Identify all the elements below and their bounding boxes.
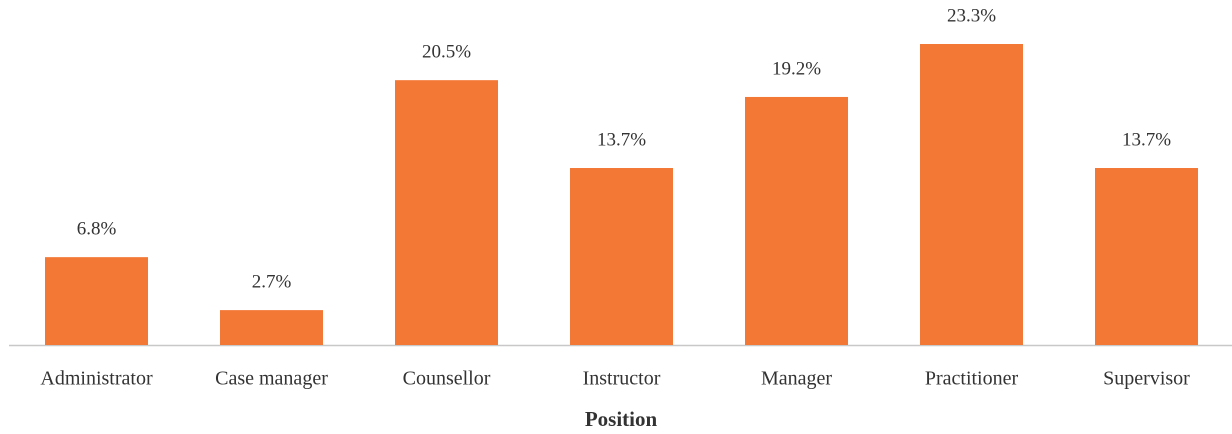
- data-label: 19.2%: [772, 58, 821, 79]
- data-label: 13.7%: [1122, 129, 1171, 150]
- x-tick-label: Case manager: [215, 368, 328, 390]
- x-tick-label: Instructor: [583, 368, 661, 390]
- data-label: 13.7%: [597, 129, 646, 150]
- x-tick-label: Counsellor: [403, 368, 491, 390]
- bar: [395, 80, 498, 345]
- bar: [220, 310, 323, 345]
- x-tick-label: Practitioner: [925, 368, 1019, 390]
- x-tick-label: Administrator: [40, 368, 153, 390]
- bar: [45, 257, 148, 345]
- bar: [1095, 168, 1198, 345]
- x-axis-title: Position: [585, 407, 658, 431]
- bar: [570, 168, 673, 345]
- x-tick-label: Supervisor: [1103, 368, 1190, 390]
- data-label: 2.7%: [252, 271, 292, 292]
- bar: [920, 44, 1023, 345]
- bar: [745, 96, 848, 345]
- data-label: 6.8%: [77, 219, 117, 240]
- data-label: 20.5%: [422, 42, 471, 63]
- data-label: 23.3%: [947, 5, 996, 26]
- x-tick-label: Manager: [761, 368, 832, 390]
